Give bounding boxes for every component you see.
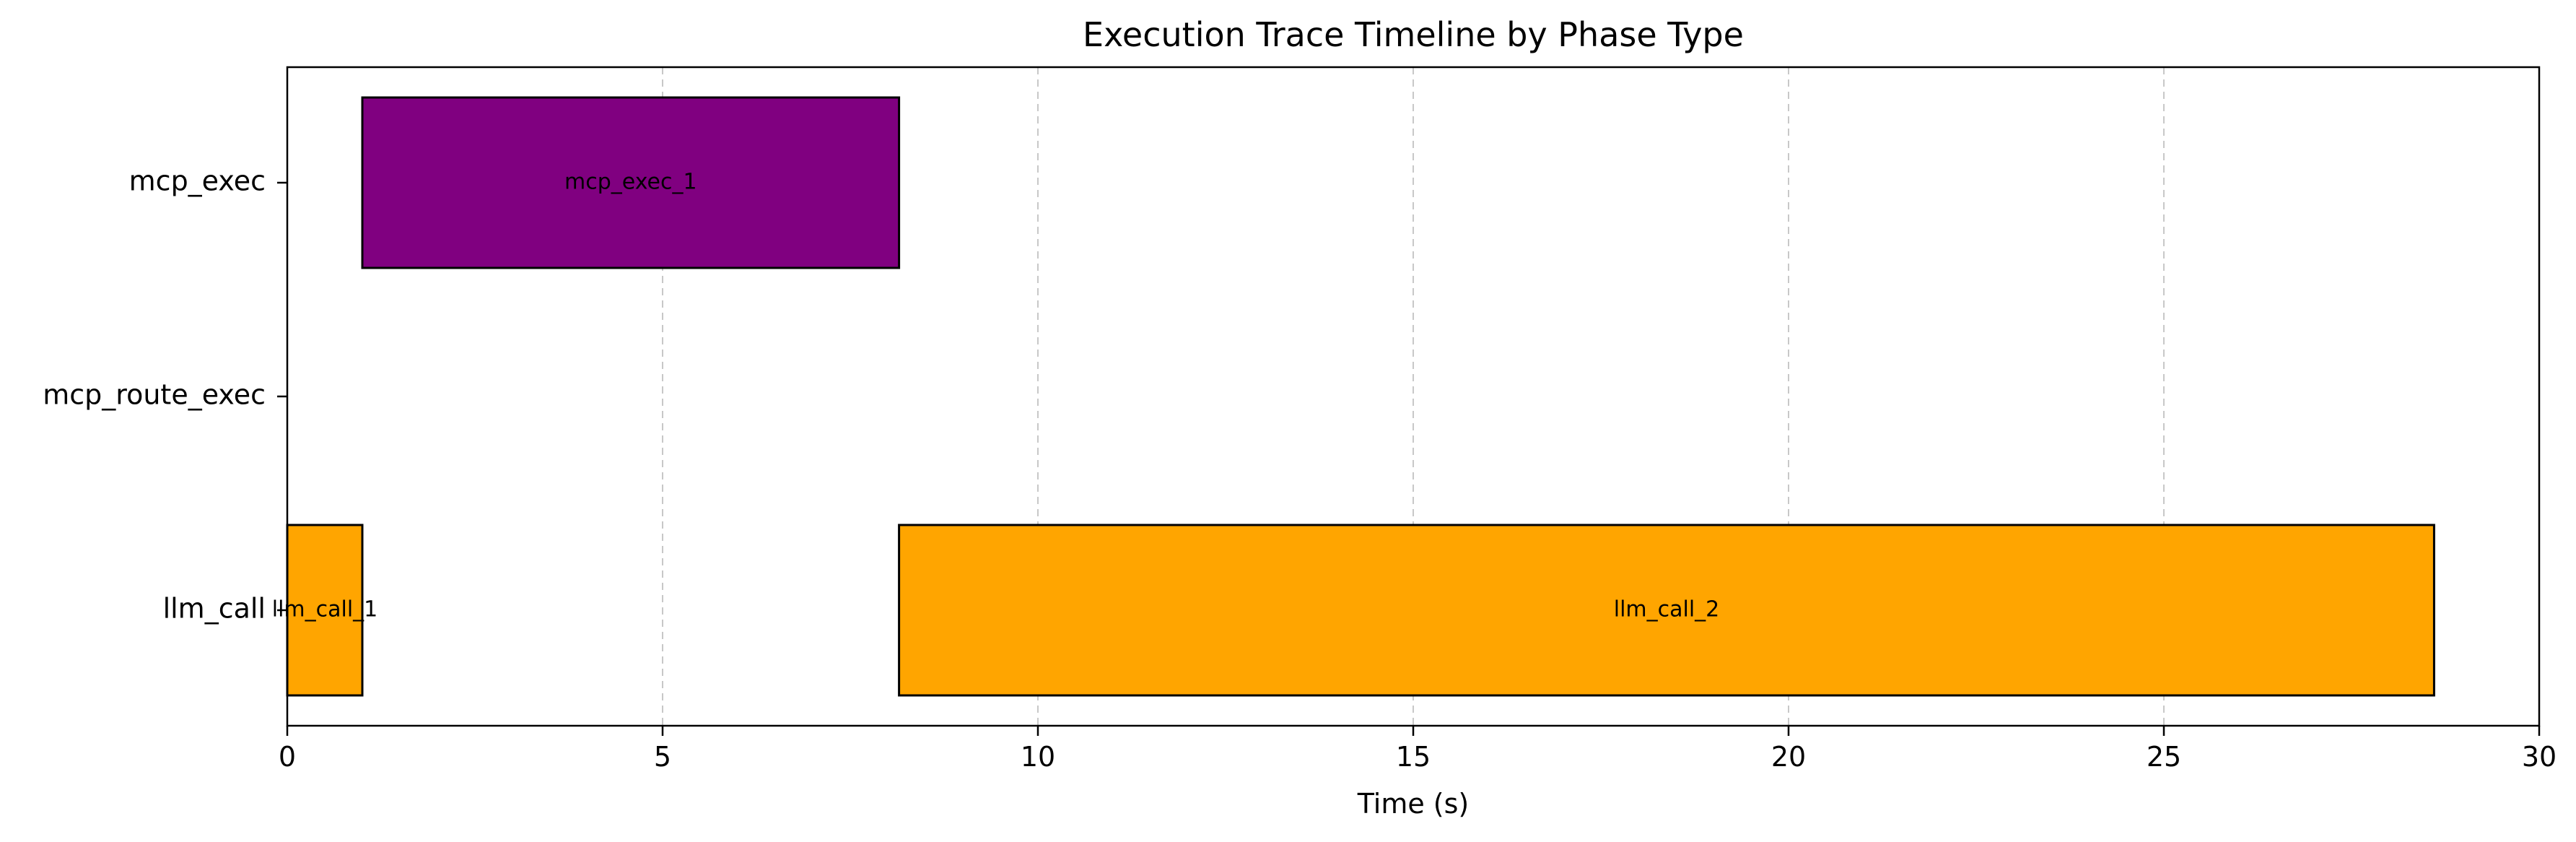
x-axis-label: Time (s) <box>1357 788 1470 820</box>
bar-llm_call_2 <box>898 524 2435 697</box>
x-tick-label: 0 <box>279 741 296 773</box>
y-tick-label: llm_call <box>163 593 266 625</box>
bar-llm_call_1 <box>286 524 364 697</box>
bar-label-mcp_exec_1: mcp_exec_1 <box>564 170 697 195</box>
y-axis-ticks: llm_call mcp_route_exec mcp_exec <box>43 165 287 625</box>
y-tick-label: mcp_route_exec <box>43 379 266 411</box>
x-tick-label: 5 <box>654 741 671 773</box>
x-axis-ticks: 0 5 10 15 20 25 30 <box>279 726 2557 773</box>
chart-title: Execution Trace Timeline by Phase Type <box>1083 15 1744 54</box>
x-tick-label: 15 <box>1396 741 1431 773</box>
y-tick-label: mcp_exec <box>129 165 266 197</box>
x-tick-label: 10 <box>1021 741 1055 773</box>
bar-label-llm_call_1: llm_call_1 <box>272 597 378 622</box>
x-tick-label: 20 <box>1771 741 1806 773</box>
bar-label-llm_call_2: llm_call_2 <box>1614 597 1720 622</box>
x-tick-label: 30 <box>2522 741 2557 773</box>
bar-mcp_exec_1 <box>361 96 901 269</box>
bars: llm_call_1 mcp_exec_1 llm_call_2 <box>272 96 2435 697</box>
x-tick-label: 25 <box>2147 741 2181 773</box>
